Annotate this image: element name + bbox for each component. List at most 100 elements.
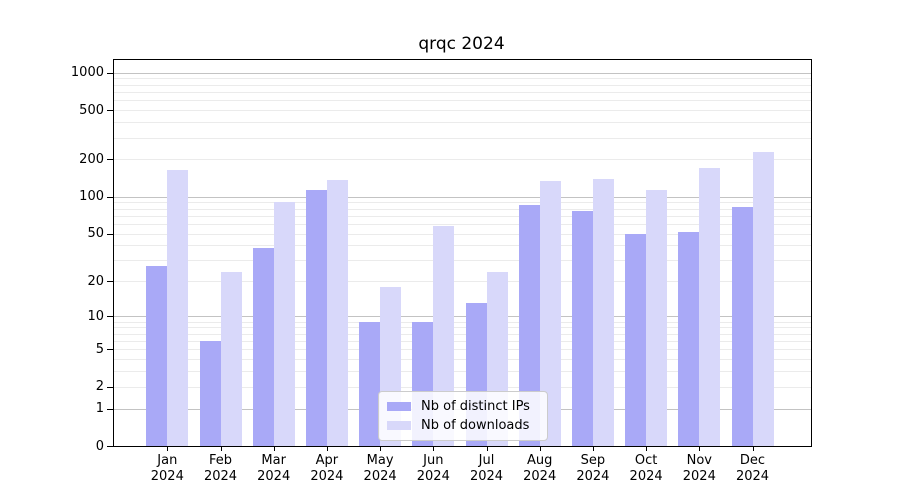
x-tick-label: Aug 2024 bbox=[508, 453, 572, 485]
x-tick-label: Jul 2024 bbox=[455, 453, 519, 485]
x-tick-mark bbox=[220, 446, 222, 451]
major-gridline bbox=[114, 72, 811, 74]
bar-distinct-ips bbox=[518, 204, 540, 446]
bar-distinct-ips bbox=[571, 211, 593, 446]
y-tick-mark bbox=[107, 408, 114, 410]
y-tick-mark bbox=[107, 386, 114, 388]
y-tick-mark bbox=[107, 110, 114, 112]
x-tick-label: Dec 2024 bbox=[721, 453, 785, 485]
bar-distinct-ips bbox=[146, 265, 168, 446]
legend-label-downloads: Nb of downloads bbox=[421, 418, 530, 433]
minor-gridline bbox=[114, 333, 811, 335]
x-tick-mark bbox=[326, 446, 328, 451]
y-tick-mark bbox=[107, 196, 114, 198]
bar-downloads bbox=[699, 167, 721, 446]
x-tick-label: Nov 2024 bbox=[667, 453, 731, 485]
x-tick-mark bbox=[167, 446, 169, 451]
y-tick-mark bbox=[107, 72, 114, 74]
y-tick-label: 1 bbox=[95, 401, 104, 417]
minor-gridline bbox=[114, 84, 811, 86]
x-tick-month: May bbox=[366, 453, 394, 468]
x-tick-year: 2024 bbox=[576, 469, 610, 484]
y-tick-mark bbox=[107, 281, 114, 283]
y-tick-label: 2 bbox=[95, 379, 104, 395]
minor-gridline bbox=[114, 223, 811, 225]
bar-downloads bbox=[220, 272, 242, 446]
x-tick-label: Oct 2024 bbox=[614, 453, 678, 485]
bar-distinct-ips bbox=[199, 340, 221, 446]
x-tick-year: 2024 bbox=[363, 469, 397, 484]
minor-gridline bbox=[114, 159, 811, 161]
minor-gridline bbox=[114, 100, 811, 102]
x-tick-mark bbox=[699, 446, 701, 451]
legend-swatch-distinct-ips bbox=[387, 402, 411, 411]
y-tick-mark bbox=[107, 233, 114, 235]
y-tick-label: 0 bbox=[95, 438, 104, 454]
x-tick-month: Nov bbox=[686, 453, 712, 468]
x-tick-year: 2024 bbox=[150, 469, 184, 484]
minor-gridline bbox=[114, 359, 811, 361]
x-tick-month: Jun bbox=[423, 453, 444, 468]
x-tick-month: Dec bbox=[739, 453, 766, 468]
bar-distinct-ips bbox=[731, 207, 753, 446]
x-tick-month: Sep bbox=[580, 453, 606, 468]
minor-gridline bbox=[114, 122, 811, 124]
x-tick-year: 2024 bbox=[523, 469, 557, 484]
x-tick-mark bbox=[539, 446, 541, 451]
bar-distinct-ips bbox=[305, 190, 327, 446]
minor-gridline bbox=[114, 245, 811, 247]
y-tick-mark bbox=[107, 159, 114, 161]
x-tick-year: 2024 bbox=[629, 469, 663, 484]
legend: Nb of distinct IPs Nb of downloads bbox=[378, 391, 548, 441]
y-tick-mark bbox=[107, 446, 114, 447]
bar-downloads bbox=[167, 170, 189, 446]
x-tick-month: Jan bbox=[157, 453, 178, 468]
x-tick-month: Aug bbox=[526, 453, 553, 468]
x-tick-label: Jun 2024 bbox=[401, 453, 465, 485]
x-tick-label: Sep 2024 bbox=[561, 453, 625, 485]
legend-row-downloads: Nb of downloads bbox=[387, 418, 537, 433]
chart-title: qrqc 2024 bbox=[418, 34, 505, 54]
legend-label-distinct-ips: Nb of distinct IPs bbox=[421, 399, 530, 414]
y-tick-label: 100 bbox=[79, 189, 104, 205]
x-tick-mark bbox=[592, 446, 594, 451]
y-tick-label: 20 bbox=[87, 273, 104, 289]
minor-gridline bbox=[114, 91, 811, 93]
legend-row-distinct-ips: Nb of distinct IPs bbox=[387, 399, 537, 414]
y-tick-label: 1000 bbox=[70, 65, 104, 81]
minor-gridline bbox=[114, 233, 811, 235]
x-tick-month: Feb bbox=[208, 453, 233, 468]
bar-distinct-ips bbox=[359, 321, 381, 446]
bar-distinct-ips bbox=[625, 233, 647, 446]
x-tick-year: 2024 bbox=[735, 469, 770, 484]
minor-gridline bbox=[114, 340, 811, 342]
x-tick-label: Feb 2024 bbox=[189, 453, 253, 485]
bar-downloads bbox=[433, 225, 455, 446]
major-gridline bbox=[114, 196, 811, 198]
x-tick-mark bbox=[380, 446, 382, 451]
y-tick-label: 500 bbox=[79, 102, 104, 118]
bar-distinct-ips bbox=[252, 248, 274, 446]
x-tick-label: Jan 2024 bbox=[135, 453, 199, 485]
x-tick-year: 2024 bbox=[469, 469, 504, 484]
x-tick-mark bbox=[646, 446, 648, 451]
bar-downloads bbox=[539, 180, 561, 446]
x-tick-month: Jul bbox=[478, 453, 495, 468]
minor-gridline bbox=[114, 202, 811, 204]
y-tick-label: 50 bbox=[87, 226, 104, 242]
minor-gridline bbox=[114, 137, 811, 139]
minor-gridline bbox=[114, 208, 811, 210]
x-tick-label: May 2024 bbox=[348, 453, 412, 485]
bar-downloads bbox=[752, 151, 774, 446]
x-tick-year: 2024 bbox=[310, 469, 344, 484]
minor-gridline bbox=[114, 321, 811, 323]
major-gridline bbox=[114, 316, 811, 318]
y-tick-mark bbox=[107, 316, 114, 318]
y-tick-label: 200 bbox=[79, 151, 104, 167]
minor-gridline bbox=[114, 349, 811, 351]
bar-downloads bbox=[646, 189, 668, 446]
y-tick-label: 5 bbox=[95, 341, 104, 357]
minor-gridline bbox=[114, 281, 811, 283]
minor-gridline bbox=[114, 215, 811, 217]
